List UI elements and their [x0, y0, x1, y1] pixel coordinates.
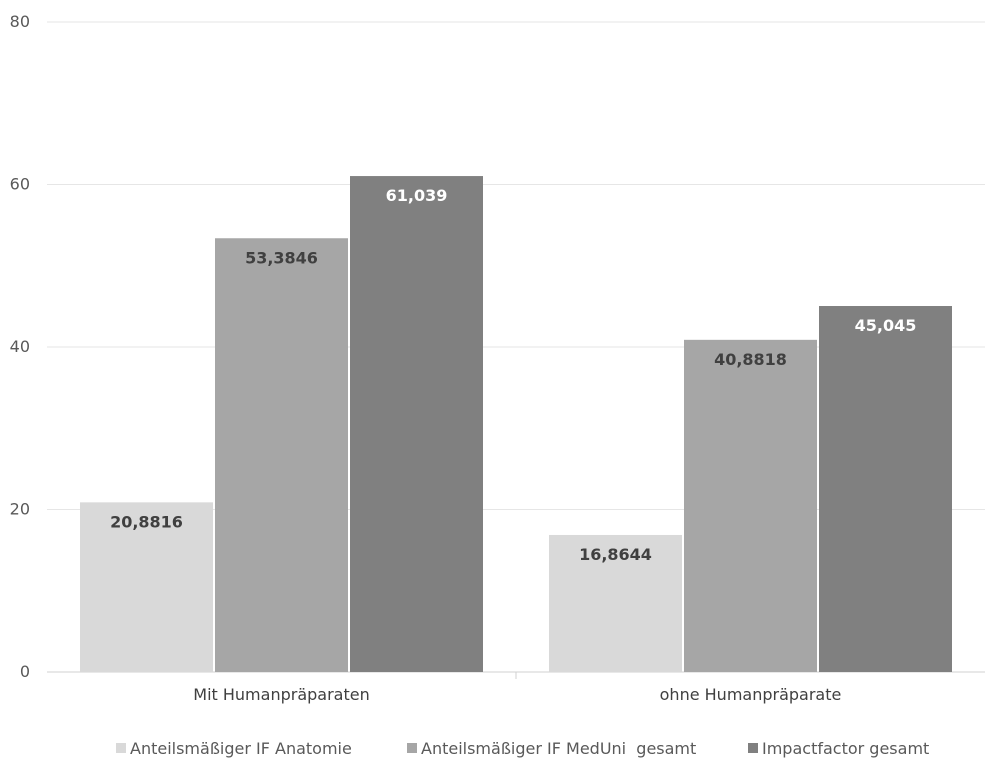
data-label: 20,8816: [110, 512, 183, 531]
bar: [549, 534, 682, 672]
data-labels: 20,8816 53,3846 61,039 16,8644 40,8818 45,045: [110, 186, 916, 564]
legend-label: Anteilsmäßiger IF MedUni gesamt: [421, 739, 696, 758]
data-label: 16,8644: [579, 545, 652, 564]
data-label: 45,045: [855, 316, 917, 335]
bar: [80, 502, 213, 672]
y-tick-label: 20: [10, 500, 30, 519]
x-category-label: Mit Humanpräparaten: [193, 685, 369, 704]
bar: [215, 238, 348, 672]
legend-swatch: [748, 743, 758, 753]
x-category-label: ohne Humanpräparate: [660, 685, 842, 704]
legend-label: Anteilsmäßiger IF Anatomie: [130, 739, 352, 758]
y-tick-label: 40: [10, 337, 30, 356]
bar: [819, 306, 952, 672]
bar: [350, 176, 483, 673]
y-tick-label: 80: [10, 12, 30, 31]
bar: [684, 339, 817, 672]
axes: 0 20 40 60 80 Mit Humanpräparaten ohne Humanpr…: [10, 12, 842, 704]
legend-swatch: [116, 743, 126, 753]
legend-swatch: [407, 743, 417, 753]
bars: [80, 176, 952, 673]
y-tick-label: 0: [20, 662, 30, 681]
data-label: 61,039: [386, 186, 448, 205]
legend-label: Impactfactor gesamt: [762, 739, 929, 758]
data-label: 53,3846: [245, 248, 318, 267]
data-label: 40,8818: [714, 350, 787, 369]
y-tick-label: 60: [10, 175, 30, 194]
legend: Anteilsmäßiger IF Anatomie Anteilsmäßiger…: [116, 739, 929, 758]
